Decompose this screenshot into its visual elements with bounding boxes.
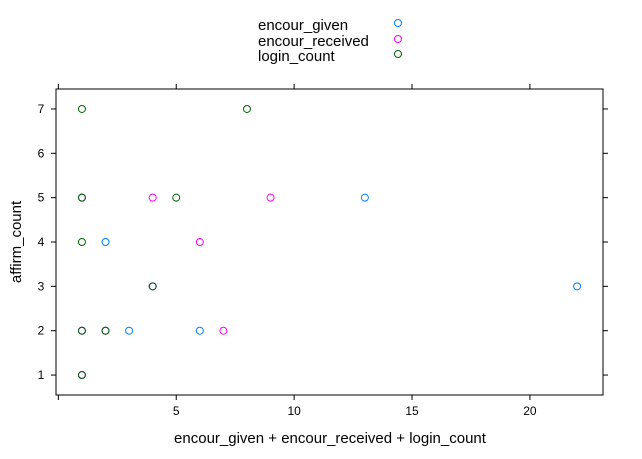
point-login-count [172,193,181,202]
y-tick-label: 1 [38,368,45,382]
point-login-count [148,282,157,291]
x-tick-label: 20 [523,404,537,418]
y-tick-label: 7 [38,102,45,116]
y-tick-label: 3 [38,279,45,293]
x-axis-ticks: 5 10 15 20 [57,84,537,418]
y-axis-title: affirm_count [8,200,25,283]
point-encour-received [219,326,228,335]
legend-label-encour-received: encour_received [258,33,369,50]
legend-label-login-count: login_count [258,48,336,65]
point-encour-received [195,238,204,246]
x-tick-label: 15 [405,404,419,418]
y-tick-label: 5 [38,191,45,205]
x-tick-label: 10 [287,404,301,418]
point-login-count [77,193,86,202]
y-axis-ticks: 1 2 3 4 5 6 7 [38,102,608,382]
x-axis-title: encour_given + encour_received + login_c… [174,430,487,447]
point-encour-received [148,193,157,202]
point-login-count [77,326,86,335]
x-tick-label: 5 [173,404,180,418]
point-login-count [77,238,86,246]
y-tick-label: 6 [38,146,45,160]
point-encour-given [125,326,134,335]
legend-marker-encour-received [394,35,402,43]
legend-label-encour-given: encour_given [258,17,348,34]
point-encour-given [195,326,204,335]
point-login-count [242,104,251,113]
plot-frame [55,88,604,396]
point-encour-received [266,193,275,202]
point-encour-given [101,238,110,246]
legend-marker-encour-given [394,19,402,27]
data-points [77,104,582,380]
legend: encour_given encour_received login_count [258,17,402,65]
legend-marker-login-count [394,50,402,58]
y-tick-label: 4 [38,235,45,249]
point-login-count [101,326,110,335]
point-encour-given [573,282,582,291]
y-tick-label: 2 [38,324,45,338]
point-login-count [77,371,86,380]
point-encour-given [360,193,369,202]
point-login-count [77,104,86,113]
